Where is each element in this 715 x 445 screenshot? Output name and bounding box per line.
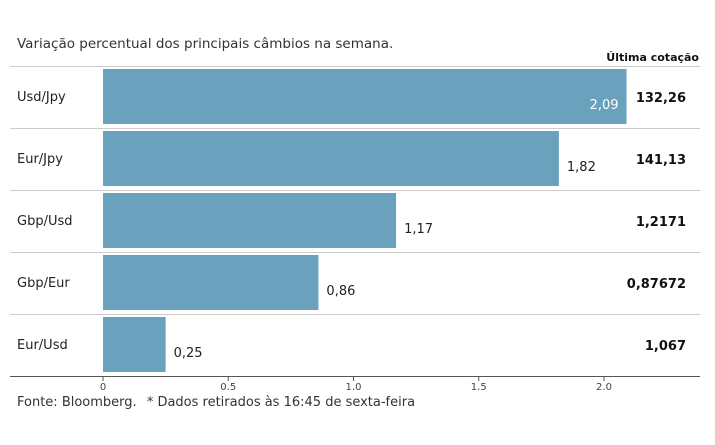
category-label: Usd/Jpy — [17, 90, 66, 105]
value-label: 0,86 — [326, 284, 355, 299]
chart-footer: Fonte: Bloomberg. * Dados retirados às 1… — [17, 395, 421, 410]
x-tick-label: 1,5 — [471, 382, 487, 390]
value-label: 2,09 — [590, 98, 619, 113]
value-label: 1,17 — [404, 222, 433, 237]
source-note: Fonte: Bloomberg. — [17, 395, 137, 410]
last-quote-value: 132,26 — [636, 91, 686, 106]
bar-eur-usd — [103, 317, 166, 372]
last-quote-value: 0,87672 — [627, 277, 686, 292]
last-quote-value: 141,13 — [636, 153, 686, 168]
category-label: Gbp/Eur — [17, 276, 70, 291]
footnote: * Dados retirados às 16:45 de sexta-feir… — [146, 395, 416, 410]
x-tick-label: 2,0 — [596, 382, 612, 390]
last-quote-header: Última cotação — [606, 51, 699, 64]
x-tick-label: 0,5 — [220, 382, 236, 390]
bar-chart: Usd/Jpy 2,09 132,26 Eur/Jpy 1,82 141,13 Gbp/Us… — [10, 66, 700, 390]
value-label: 0,25 — [174, 346, 203, 361]
bar-gbp-usd — [103, 193, 397, 248]
x-tick-label: 0 — [100, 382, 106, 390]
chart-subtitle: Variação percentual dos principais câmbi… — [17, 36, 394, 52]
category-label: Eur/Jpy — [17, 152, 63, 167]
bar-eur-jpy — [103, 131, 559, 186]
category-label: Gbp/Usd — [17, 214, 73, 229]
x-tick-label: 1,0 — [346, 382, 362, 390]
bar-gbp-eur — [103, 255, 319, 310]
value-label: 1,82 — [567, 160, 596, 175]
category-label: Eur/Usd — [17, 338, 68, 353]
bar-usd-jpy — [103, 69, 627, 124]
last-quote-value: 1,2171 — [636, 215, 686, 230]
last-quote-value: 1,067 — [645, 339, 686, 354]
